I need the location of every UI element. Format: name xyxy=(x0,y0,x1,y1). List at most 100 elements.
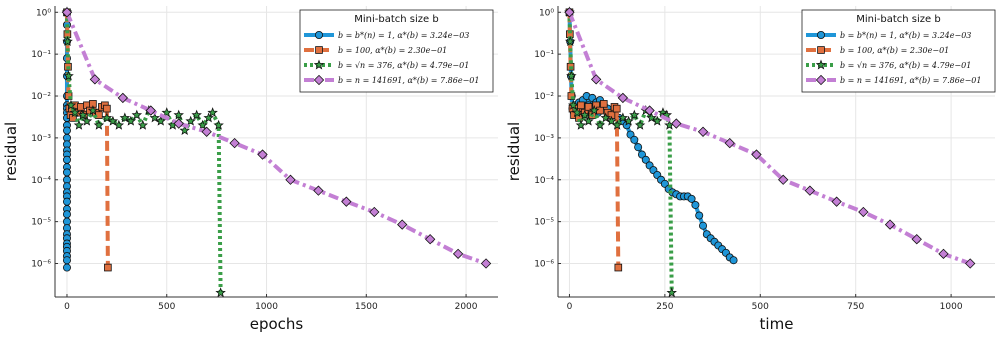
data-point xyxy=(611,119,623,130)
data-point xyxy=(646,112,657,123)
data-point xyxy=(911,234,922,245)
data-point xyxy=(584,103,593,111)
series-1 xyxy=(62,8,71,272)
series-line xyxy=(567,11,971,266)
data-point xyxy=(600,112,611,123)
data-point xyxy=(145,105,156,116)
data-point xyxy=(938,248,949,260)
y-tick-label: 10⁻⁴ xyxy=(534,176,554,186)
data-point xyxy=(213,119,224,130)
data-point xyxy=(571,107,583,118)
data-point xyxy=(117,92,129,104)
data-point xyxy=(480,258,492,269)
data-point xyxy=(583,115,594,126)
data-point xyxy=(81,115,93,126)
data-point xyxy=(101,112,113,123)
chart-panel-1: 0 500 1000 1500 2000 10⁰ 10⁻¹ 10⁻² 10⁻³ 10⁻⁴ 10⁻⁵ 1… xyxy=(2,6,498,333)
data-point xyxy=(594,119,606,130)
series-4 xyxy=(564,7,976,269)
data-point xyxy=(207,107,218,118)
data-point xyxy=(671,118,682,129)
data-point xyxy=(591,74,602,85)
data-point xyxy=(629,109,640,120)
data-point xyxy=(62,126,71,135)
legend: Mini-batch size b b = b*(n) = 1, α*(b) = … xyxy=(299,9,494,93)
legend-marker xyxy=(817,46,825,54)
x-tick-label: 0 xyxy=(64,302,70,312)
data-point xyxy=(215,287,226,298)
y-tick-label: 10⁻⁴ xyxy=(31,176,51,186)
data-point xyxy=(203,112,214,123)
data-point xyxy=(62,256,71,265)
data-point xyxy=(62,210,71,219)
series-4 xyxy=(61,7,492,269)
data-point xyxy=(695,211,704,220)
data-point xyxy=(617,92,629,104)
legend-entry-label: b = n = 141691, α*(b) = 7.86e−01 xyxy=(840,76,981,85)
data-point xyxy=(564,7,575,18)
legend-marker xyxy=(815,74,827,86)
data-point xyxy=(697,126,709,137)
data-point xyxy=(197,119,208,130)
data-point xyxy=(201,126,212,137)
x-tick-label: 1000 xyxy=(940,302,963,312)
data-point xyxy=(606,115,617,126)
data-point xyxy=(87,105,99,115)
legend-marker xyxy=(815,59,827,70)
y-tick-label: 10⁻¹ xyxy=(31,50,51,60)
data-point xyxy=(119,112,131,123)
data-point xyxy=(341,196,352,207)
x-tick-label: 1000 xyxy=(255,302,278,312)
data-point xyxy=(568,99,579,110)
legend-marker xyxy=(313,74,325,86)
legend-marker xyxy=(817,30,826,39)
data-point xyxy=(566,70,577,81)
data-point xyxy=(191,109,202,120)
legend-marker xyxy=(315,46,323,54)
y-tick-label: 10⁻² xyxy=(31,92,51,102)
data-point xyxy=(179,125,190,135)
data-point xyxy=(623,115,634,126)
x-tick-label: 250 xyxy=(656,302,673,312)
legend-entry-label: b = √n = 376, α*(b) = 4.79e−01 xyxy=(338,61,469,70)
y-tick-label: 10⁰ xyxy=(539,8,554,18)
y-axis-label: residual xyxy=(505,122,523,181)
data-point xyxy=(173,118,184,129)
data-point xyxy=(778,174,789,185)
legend-marker xyxy=(313,59,325,70)
data-point xyxy=(149,112,161,123)
data-point xyxy=(612,104,621,113)
data-point xyxy=(652,115,663,126)
x-tick-label: 750 xyxy=(847,302,864,312)
data-point xyxy=(125,115,137,126)
data-point xyxy=(77,109,89,120)
data-point xyxy=(577,101,585,110)
y-tick-label: 10⁻³ xyxy=(31,134,51,144)
data-point xyxy=(61,7,73,18)
data-point xyxy=(858,206,869,218)
legend-entry-label: b = n = 141691, α*(b) = 7.86e−01 xyxy=(338,76,479,85)
data-point xyxy=(63,70,74,81)
x-tick-label: 500 xyxy=(752,302,769,312)
data-point xyxy=(69,107,81,118)
y-tick-label: 10⁻³ xyxy=(534,134,554,144)
data-point xyxy=(634,143,643,152)
data-point xyxy=(614,263,623,272)
data-point xyxy=(107,115,119,126)
data-point xyxy=(617,112,629,123)
legend-entry-label: b = b*(n) = 1, α*(b) = 3.24e−03 xyxy=(840,31,971,40)
chart-panel-2: 0 250 500 750 1000 10⁰ 10⁻¹ 10⁻² 10⁻³ 10⁻⁴ 10⁻⁵ 10⁻… xyxy=(505,6,996,333)
data-point xyxy=(62,155,71,164)
data-point xyxy=(397,219,408,230)
data-point xyxy=(634,119,646,130)
data-point xyxy=(313,185,324,196)
data-point xyxy=(73,119,85,130)
data-point xyxy=(62,168,71,177)
data-point xyxy=(229,137,240,149)
legend-title: Mini-batch size b xyxy=(856,14,940,25)
data-point xyxy=(564,36,576,47)
data-point xyxy=(452,248,464,260)
legend-entry-label: b = √n = 376, α*(b) = 4.79e−01 xyxy=(840,61,971,70)
data-point xyxy=(831,196,842,207)
data-point xyxy=(185,115,196,126)
